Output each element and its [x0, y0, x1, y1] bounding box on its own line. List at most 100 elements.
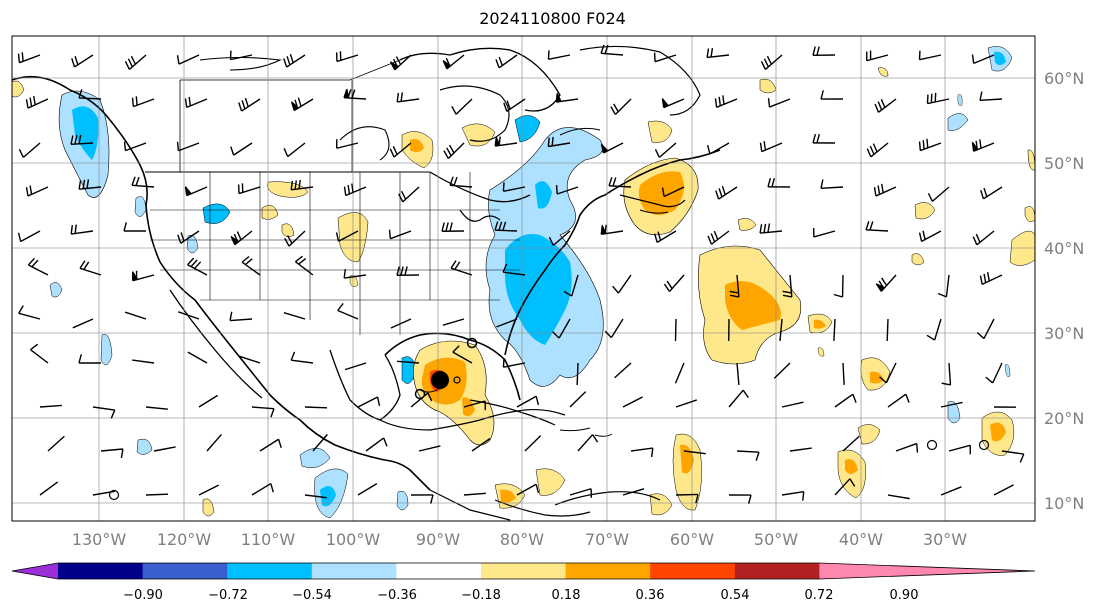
- wind-barb: [663, 274, 685, 292]
- wind-barb: [887, 494, 910, 500]
- wind-barb: [675, 493, 699, 504]
- wind-barb: [418, 445, 441, 452]
- wind-barb: [410, 494, 434, 504]
- wind-barb: [940, 486, 962, 496]
- wind-barb: [238, 97, 261, 112]
- wind-barb: [132, 270, 155, 282]
- wind-barb: [941, 362, 952, 386]
- lon-label: 90°W: [416, 530, 460, 549]
- wind-barb: [926, 92, 950, 105]
- lon-label: 120°W: [157, 530, 212, 549]
- wind-barb: [879, 362, 897, 384]
- wind-barb: [706, 142, 730, 155]
- wind-barb: [812, 46, 836, 57]
- wind-barb: [608, 177, 632, 188]
- wind-barb: [229, 50, 253, 61]
- wind-barb: [833, 318, 836, 342]
- wind-barb: [516, 395, 540, 408]
- wind-barb: [789, 447, 812, 452]
- coastlines-and-borders: [12, 45, 721, 521]
- wind-barb: [502, 358, 526, 368]
- wind-barb: [813, 227, 836, 238]
- wind-barb: [834, 393, 857, 408]
- wind-barb: [18, 142, 41, 158]
- wind-barbs: [17, 44, 1025, 504]
- lon-label: 70°W: [585, 530, 629, 549]
- wind-barb: [503, 98, 526, 112]
- wind-barb: [767, 177, 791, 188]
- wind-barb: [833, 274, 844, 298]
- wind-barb: [284, 230, 306, 247]
- colorbar-segment: [481, 563, 567, 579]
- wind-barb: [927, 186, 950, 202]
- wind-barb: [980, 186, 1003, 200]
- wind-barb: [600, 44, 624, 56]
- wind-barb: [767, 98, 791, 108]
- wind-barb: [344, 362, 367, 371]
- wind-barb: [653, 52, 677, 63]
- wind-barb: [153, 446, 176, 452]
- wind-barb: [524, 435, 542, 452]
- wind-barb: [866, 142, 889, 158]
- wind-barb: [198, 394, 219, 408]
- wind-barb: [442, 54, 465, 70]
- wind-barb: [494, 136, 518, 147]
- lon-label: 80°W: [500, 530, 544, 549]
- wind-barb: [471, 437, 491, 452]
- wind-barb: [177, 230, 200, 244]
- lat-label: 50°N: [1044, 154, 1084, 173]
- wind-barb: [926, 318, 942, 341]
- wind-barb: [397, 360, 420, 364]
- wind-barb: [187, 351, 208, 364]
- wind-barb: [124, 54, 147, 70]
- wind-barb: [779, 318, 783, 341]
- colorbar-tick-label: 0.90: [890, 588, 919, 603]
- wind-barb: [812, 134, 836, 144]
- wind-barb: [661, 186, 685, 198]
- wind-barb: [441, 222, 465, 232]
- wind-barb: [875, 274, 897, 292]
- wind-barb: [335, 139, 359, 149]
- wind-barb: [610, 98, 632, 115]
- wind-barb: [759, 141, 783, 153]
- map-frame: [11, 35, 1036, 522]
- wind-barb: [237, 183, 261, 195]
- wind-barb: [622, 396, 643, 408]
- wind-barb: [27, 257, 49, 276]
- wind-barb: [661, 97, 685, 109]
- wind-barb: [887, 393, 910, 408]
- wind-barb: [948, 444, 971, 455]
- wind-barb: [184, 185, 208, 197]
- wind-barb: [760, 54, 783, 70]
- colorbar-tick-label: 0.36: [636, 588, 665, 603]
- lon-label: 60°W: [670, 530, 714, 549]
- wind-barb: [17, 230, 41, 243]
- lon-label: 40°W: [839, 530, 883, 549]
- wind-barb: [886, 318, 889, 342]
- wind-barb: [396, 266, 420, 276]
- wind-barb: [177, 311, 200, 320]
- map-title: 2024110800 F024: [479, 9, 626, 28]
- wind-barb: [230, 230, 253, 246]
- wind-barb: [612, 274, 632, 294]
- wind-barb: [145, 493, 169, 496]
- wind-barb: [736, 450, 760, 461]
- wind-barb: [874, 98, 897, 113]
- colorbar-tick-label: −0.72: [208, 588, 248, 603]
- wind-barb: [78, 354, 102, 364]
- wind-barb: [714, 95, 738, 108]
- wind-barb: [25, 185, 49, 197]
- wind-barb: [576, 362, 579, 386]
- colorbar-tick-label: 0.54: [721, 588, 750, 603]
- wind-barb: [463, 400, 486, 411]
- wind-barb: [259, 438, 282, 452]
- wind-barb: [184, 96, 208, 109]
- wind-barb: [124, 311, 147, 320]
- wind-barb: [78, 89, 102, 100]
- wind-barb: [132, 359, 155, 364]
- wind-barb: [304, 406, 328, 409]
- wind-barb: [834, 478, 856, 496]
- wind-barb: [736, 362, 740, 385]
- wind-barb: [547, 50, 571, 61]
- storm-center-marker: [431, 371, 449, 389]
